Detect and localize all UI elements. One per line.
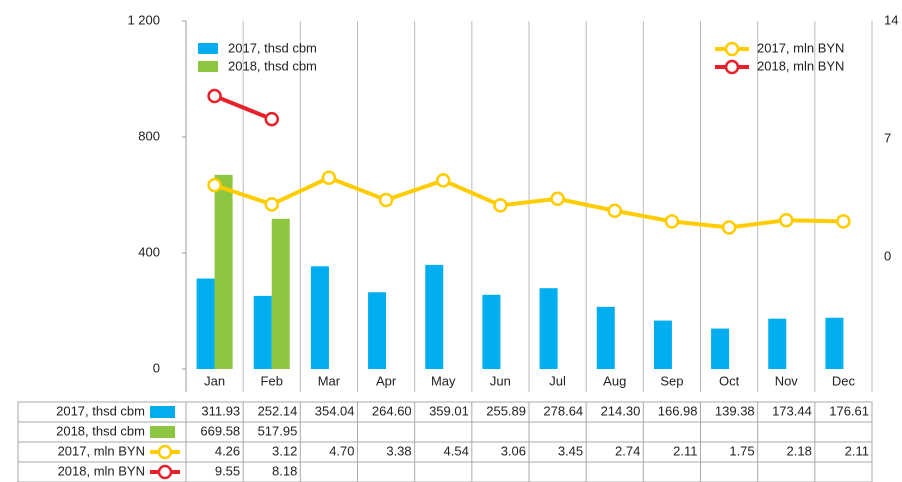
line-marker [779, 212, 794, 228]
table-cell: 669.58 [200, 423, 240, 438]
table-cell: 264.60 [372, 403, 412, 418]
table-cell: 166.98 [658, 403, 698, 418]
bar [539, 288, 558, 369]
bar [482, 294, 501, 369]
y-tick-label: 800 [138, 128, 160, 143]
line-marker [721, 220, 737, 235]
x-tick-label: Jan [204, 373, 225, 388]
table-cell: 3.45 [558, 443, 583, 458]
table-swatch [150, 426, 175, 438]
bar [368, 292, 387, 369]
table-row [17, 421, 873, 443]
bar [711, 328, 730, 369]
table-cell: 4.26 [215, 443, 240, 458]
table-cell: 214.30 [601, 403, 641, 418]
x-tick-label: Apr [376, 373, 397, 388]
bar [214, 174, 233, 369]
table-cell: 8.18 [272, 463, 297, 478]
line-marker [550, 191, 565, 207]
y-tick-label: 1 200 [127, 12, 160, 27]
y2-tick-label: 14 [884, 12, 898, 27]
line-marker [264, 197, 279, 212]
table-cell: 311.93 [201, 403, 240, 418]
table-cell: 2.74 [615, 443, 640, 458]
x-tick-label: Oct [719, 373, 740, 388]
legend-label: 2018, thsd cbm [228, 58, 317, 73]
table-row-label: 2018, thsd cbm [56, 423, 145, 438]
line-marker [436, 173, 451, 188]
line [213, 94, 273, 121]
y2-tick-label: 0 [884, 248, 891, 263]
table-cell: 354.04 [315, 403, 355, 418]
line-marker [264, 111, 279, 127]
legend-label: 2018, mln BYN [757, 58, 844, 73]
table-row-label: 2017, mln BYN [58, 443, 145, 458]
table-swatch-marker [157, 464, 173, 480]
table-cell: 1.75 [729, 443, 754, 458]
table-row-label: 2017, thsd cbm [56, 403, 145, 418]
table-cell: 278.64 [543, 403, 583, 418]
table-cell: 4.70 [329, 443, 354, 458]
table-cell: 9.55 [215, 463, 240, 478]
y2-tick-label: 7 [884, 130, 891, 145]
x-tick-label: Jul [549, 373, 566, 388]
x-tick-label: Mar [318, 373, 341, 388]
bar [596, 306, 615, 369]
bar [768, 318, 787, 369]
x-tick-label: Aug [603, 373, 626, 388]
line-marker [321, 170, 337, 185]
x-tick-label: May [431, 373, 456, 388]
bar [253, 295, 272, 369]
table-cell: 173.44 [772, 403, 812, 418]
table-cell: 139.38 [715, 403, 755, 418]
table-row-label: 2018, mln BYN [58, 463, 145, 478]
x-tick-label: Feb [261, 373, 283, 388]
table-cell: 2.11 [845, 443, 869, 458]
bar [425, 264, 444, 369]
table-swatch-marker [157, 444, 173, 460]
legend-swatch [198, 61, 218, 72]
table-cell: 3.12 [272, 443, 297, 458]
table-cell: 2.11 [673, 443, 697, 458]
bar [271, 218, 290, 369]
line [213, 175, 844, 230]
line-marker [378, 192, 394, 208]
line-marker [493, 198, 508, 213]
line-marker [664, 214, 680, 229]
bar [653, 320, 672, 369]
legend-label: 2017, thsd cbm [228, 40, 317, 55]
legend-marker [724, 59, 740, 75]
bar [310, 266, 329, 369]
legend-marker [724, 41, 740, 57]
line-marker [836, 214, 851, 229]
legend-swatch [198, 43, 218, 54]
table-cell: 176.61 [829, 403, 869, 418]
table-cell: 4.54 [444, 443, 469, 458]
table-cell: 252.14 [258, 403, 298, 418]
table-swatch [150, 406, 175, 418]
table-cell: 2.18 [787, 443, 812, 458]
table-row [17, 461, 873, 482]
x-tick-label: Jun [490, 373, 511, 388]
y-tick-label: 400 [138, 244, 160, 259]
x-tick-label: Nov [775, 373, 799, 388]
table-cell: 359.01 [429, 403, 469, 418]
line-marker [207, 88, 222, 104]
legend-label: 2017, mln BYN [757, 40, 844, 55]
bar [196, 278, 215, 369]
table-cell: 3.38 [386, 443, 411, 458]
table-cell: 3.06 [501, 443, 526, 458]
line-marker [607, 203, 622, 219]
x-tick-label: Sep [660, 373, 683, 388]
y-tick-label: 0 [153, 360, 160, 375]
bar [825, 317, 844, 369]
line-marker [207, 177, 222, 193]
table-cell: 255.89 [486, 403, 526, 418]
x-tick-label: Dec [832, 373, 856, 388]
table-cell: 517.95 [258, 423, 298, 438]
